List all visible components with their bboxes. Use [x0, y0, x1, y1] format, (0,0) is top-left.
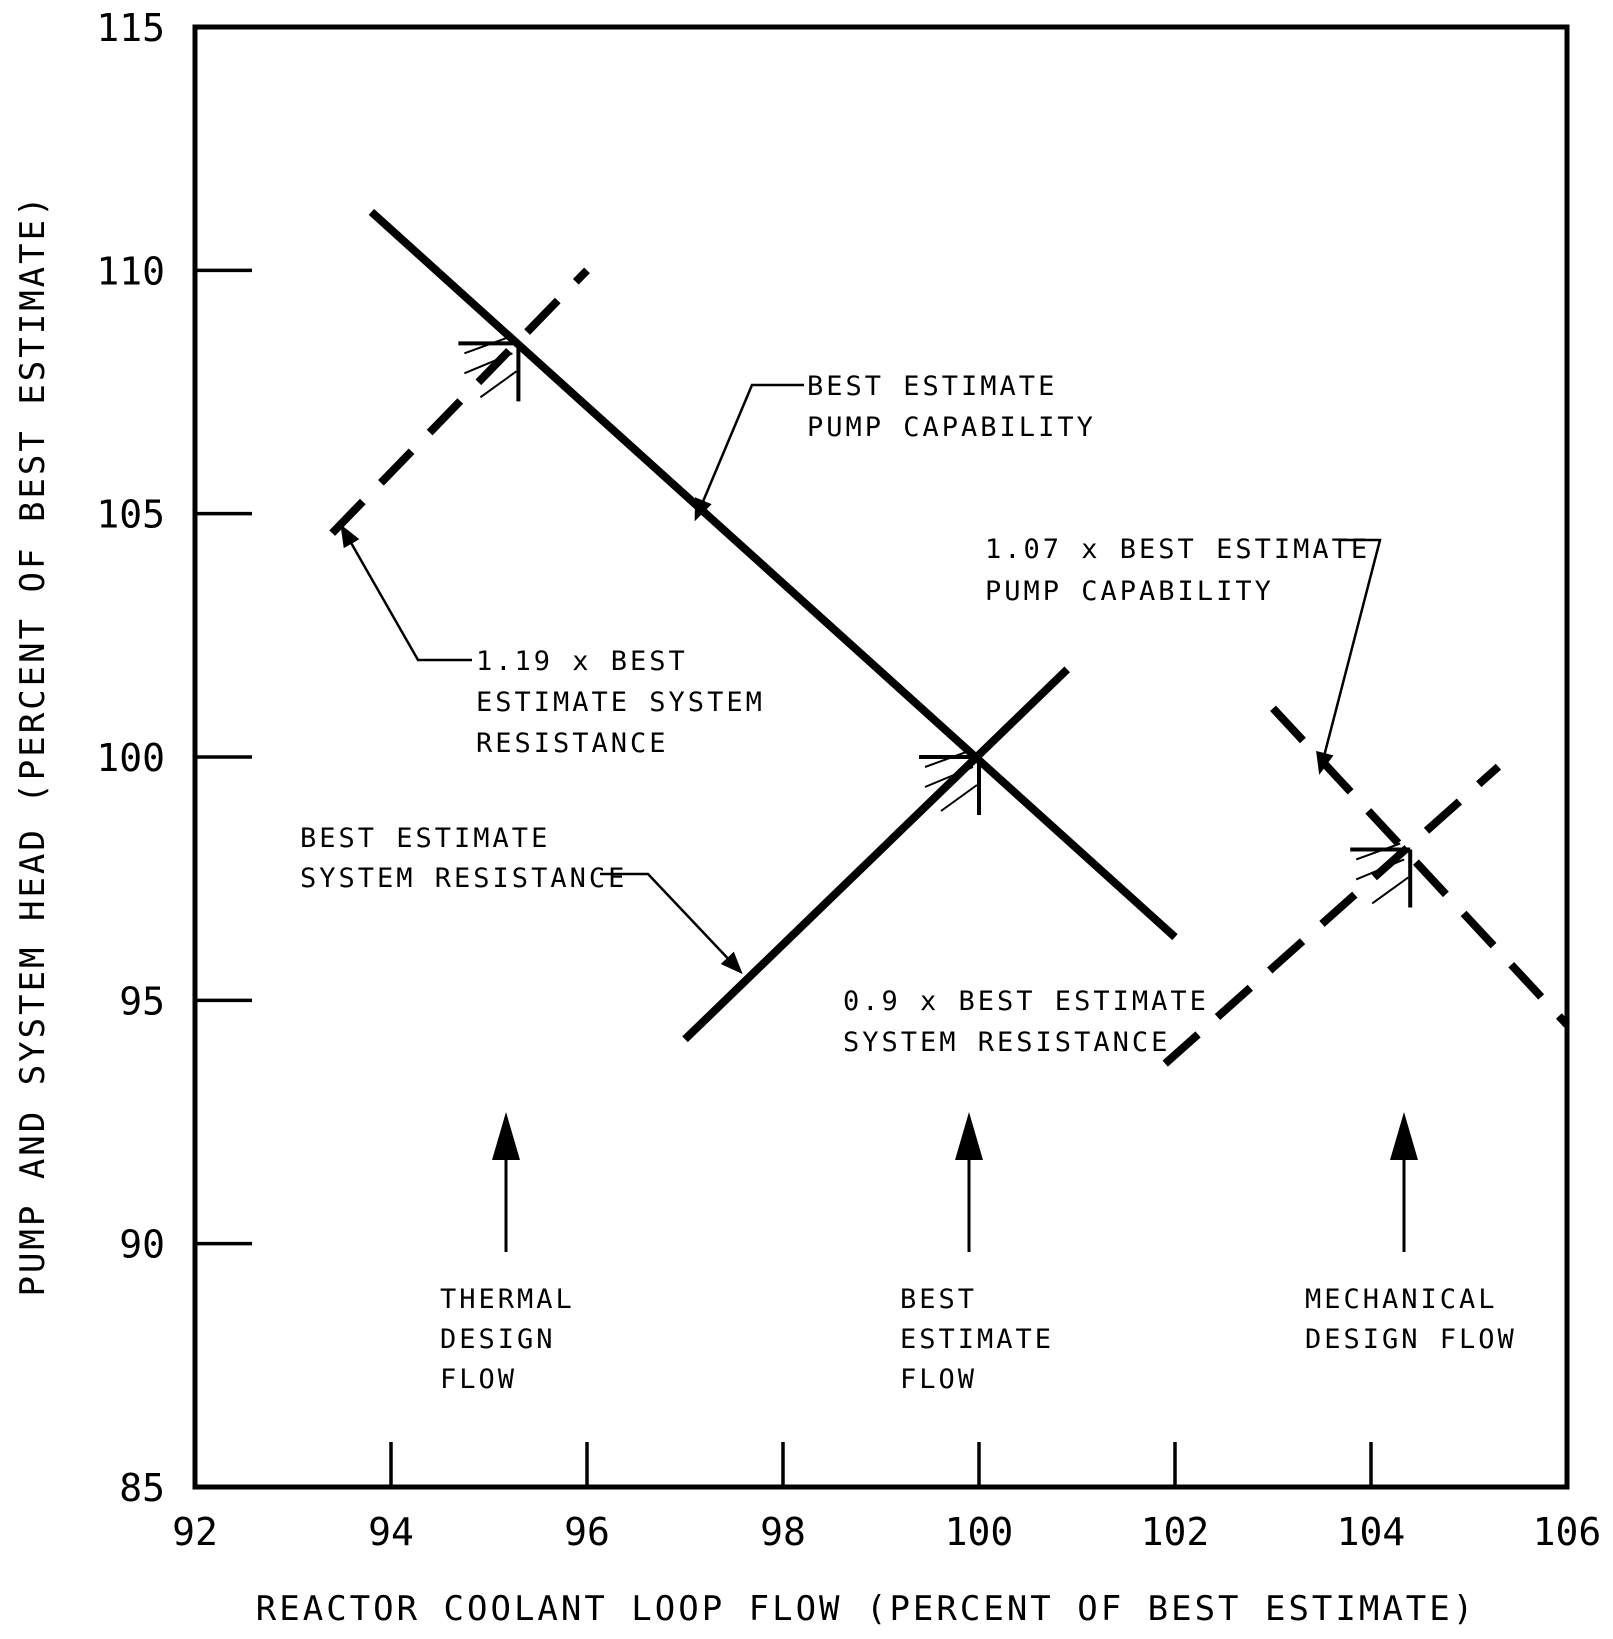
label-sys-119-line-3: RESISTANCE: [476, 728, 669, 759]
leader-lines: [340, 383, 1382, 975]
operating-point-1: [458, 336, 521, 402]
operating-point-hatch: [924, 766, 974, 788]
label-best-flow-line-2: ESTIMATE: [900, 1324, 1054, 1355]
y-tick-label: 95: [119, 979, 165, 1023]
y-tick-label: 85: [119, 1466, 165, 1510]
x-tick-label: 100: [945, 1510, 1014, 1554]
leader-pump-107: [1316, 538, 1382, 775]
label-pump-107-line-1: 1.07 x BEST ESTIMATE: [985, 534, 1370, 565]
label-best-pump-line-2: PUMP CAPABILITY: [807, 412, 1096, 443]
y-tick-label: 105: [96, 493, 165, 537]
y-tick-label: 115: [96, 6, 165, 50]
operating-point-hatch: [1355, 842, 1401, 861]
y-tick-label: 90: [119, 1223, 165, 1267]
series-line-5: [1162, 763, 1502, 1067]
x-axis-title: REACTOR COOLANT LOOP FLOW (PERCENT OF BE…: [256, 1589, 1476, 1629]
x-tick-label: 92: [172, 1510, 218, 1554]
operating-point-3: [1350, 842, 1413, 908]
design-flow-arrows: [492, 1112, 1418, 1252]
operating-point-hatch: [479, 370, 517, 399]
label-best-sys-line-2: SYSTEM RESISTANCE: [300, 863, 627, 894]
label-best-flow-line-1: BEST: [900, 1284, 977, 1315]
curves: [329, 208, 1570, 1067]
label-best-pump-line-1: BEST ESTIMATE: [807, 371, 1057, 402]
label-best-flow: BEST ESTIMATE FLOW: [900, 1284, 1054, 1395]
operating-point-hatch: [464, 352, 513, 375]
series-line-3: [329, 267, 590, 536]
label-sys-119-line-1: 1.19 x BEST: [476, 646, 688, 677]
label-mech-line-1: MECHANICAL: [1305, 1284, 1498, 1315]
label-thermal-line-2: DESIGN: [440, 1324, 556, 1355]
leader-best-pump: [694, 383, 804, 522]
x-tick-label: 104: [1337, 1510, 1406, 1554]
label-sys-09-line-2: SYSTEM RESISTANCE: [843, 1027, 1170, 1058]
label-mech-line-2: DESIGN FLOW: [1305, 1324, 1517, 1355]
label-thermal-line-3: FLOW: [440, 1364, 517, 1395]
y-tick-label: 110: [96, 249, 165, 293]
operating-point-2: [919, 750, 981, 815]
label-sys-09-line-1: 0.9 x BEST ESTIMATE: [843, 986, 1209, 1017]
label-thermal-line-1: THERMAL: [440, 1284, 575, 1315]
label-best-sys: BEST ESTIMATE SYSTEM RESISTANCE: [300, 823, 627, 894]
tick-labels: 92 94 96 98 100 102 104 106 85 90 95 100 105 110 115: [96, 6, 1601, 1554]
x-tick-label: 102: [1141, 1510, 1210, 1554]
label-best-pump: BEST ESTIMATE PUMP CAPABILITY: [807, 371, 1096, 443]
y-tick-label: 100: [96, 736, 165, 780]
thermal-arrowhead: [492, 1112, 520, 1160]
label-pump-107-line-2: PUMP CAPABILITY: [985, 576, 1274, 607]
operating-point-hatch: [940, 784, 978, 812]
x-tick-label: 98: [760, 1510, 806, 1554]
series-line-4: [1270, 705, 1570, 1028]
label-sys-09: 0.9 x BEST ESTIMATE SYSTEM RESISTANCE: [843, 986, 1209, 1058]
operating-point-hatch: [924, 750, 970, 768]
x-tick-label: 94: [368, 1510, 414, 1554]
best-arrowhead: [955, 1112, 983, 1160]
operating-point-markers: [458, 336, 1413, 908]
label-best-flow-line-3: FLOW: [900, 1364, 977, 1395]
operating-point-hatch: [464, 336, 509, 355]
x-tick-label: 106: [1533, 1510, 1602, 1554]
leader-sys-119: [340, 524, 472, 662]
series-line-1: [368, 208, 1178, 941]
leader-best-sys: [600, 872, 743, 975]
label-mech: MECHANICAL DESIGN FLOW: [1305, 1284, 1517, 1355]
x-tick-label: 96: [564, 1510, 610, 1554]
label-best-sys-line-1: BEST ESTIMATE: [300, 823, 550, 854]
series-line-2: [682, 666, 1070, 1043]
mech-arrowhead: [1390, 1112, 1418, 1160]
label-sys-119-line-2: ESTIMATE SYSTEM: [476, 687, 765, 718]
operating-point-hatch: [1371, 876, 1409, 905]
label-thermal: THERMAL DESIGN FLOW: [440, 1284, 575, 1395]
plot-frame: [192, 24, 1570, 1490]
operating-point-hatch: [1355, 858, 1405, 881]
ticks: [195, 268, 1373, 1487]
y-axis-title: PUMP AND SYSTEM HEAD (PERCENT OF BEST ES…: [13, 193, 53, 1296]
label-sys-119: 1.19 x BEST ESTIMATE SYSTEM RESISTANCE: [476, 646, 765, 759]
label-pump-107: 1.07 x BEST ESTIMATE PUMP CAPABILITY: [985, 534, 1370, 607]
